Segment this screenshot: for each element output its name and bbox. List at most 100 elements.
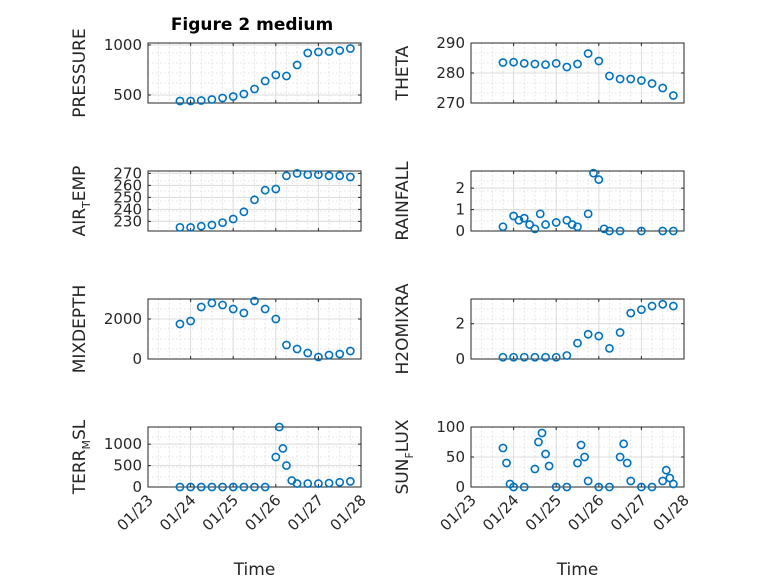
data-point [345,172,355,182]
y-tick-label: 500 [113,457,142,475]
data-point [313,352,323,362]
subplot-h2omixra: 0 2 H2OMIXRA [393,283,685,375]
data-point [562,482,572,492]
data-point [573,59,582,69]
x-tick-label: 01/26 [241,491,284,534]
data-point [615,452,625,462]
data-point [186,96,195,106]
y-axis-label: MIXDEPTH [70,285,90,374]
x-tick-label: 01/28 [650,491,693,534]
data-point [551,482,561,492]
y-tick-label: 2 [455,315,465,333]
x-tick-label: 01/25 [522,491,565,534]
data-point [228,214,238,224]
data-point [207,482,217,492]
data-point [271,314,281,324]
data-point [562,62,572,72]
y-tick-label: 0 [132,350,142,368]
data-point [509,352,518,362]
data-point [509,211,518,221]
data-point [282,340,291,350]
x-tick-label: 01/24 [479,491,522,534]
data-point [637,305,646,314]
y-tick-label: 100 [436,418,465,436]
data-point [313,47,323,57]
data-point [239,308,249,318]
data-point [303,48,313,58]
y-axis-label: SUNFLUX [393,419,416,494]
data-point [228,482,238,492]
data-point [186,316,195,326]
y-tick-label: 2 [455,179,465,197]
data-point [583,329,593,339]
data-point [530,464,540,474]
data-point [530,59,540,69]
data-point [345,346,355,356]
data-point [637,76,646,85]
data-point [519,482,529,492]
data-point [519,213,529,223]
data-point [324,478,334,488]
subplot-mixdepth: 0 2000 MIXDEPTH [70,285,362,374]
y-tick-label: 1000 [104,36,142,54]
axis-frame [147,426,362,488]
subplot-theta: 270 280 290 THETA [393,34,685,112]
data-point [647,301,657,311]
data-point [658,83,668,93]
data-point [583,476,593,486]
data-point [562,351,572,360]
x-tick-label: 01/28 [327,491,370,534]
data-point [668,226,678,236]
data-point [292,60,302,70]
data-point [589,168,598,178]
data-point [175,222,185,232]
data-point [260,482,270,492]
y-tick-label: 230 [113,212,142,230]
data-point [594,56,604,66]
data-point [647,79,657,88]
data-point [175,482,185,492]
data-point [534,437,543,447]
data-point [594,331,604,341]
data-point [509,57,518,67]
data-point [250,296,259,306]
axis-frame [147,42,362,104]
axis-frame [147,170,362,232]
data-point [274,422,284,432]
data-point [282,171,291,181]
data-point [573,458,582,468]
data-point [207,298,217,308]
data-point [668,301,678,311]
data-point [619,439,629,449]
data-point [622,458,632,468]
data-point [535,209,545,219]
data-point [583,49,593,58]
data-point [324,47,334,56]
data-point [186,222,195,232]
y-axis-label: PRESSURE [70,28,90,117]
data-point [335,171,345,181]
data-point [324,171,334,181]
data-point [615,328,625,337]
data-point [282,461,291,470]
data-point [658,226,668,236]
data-point [250,482,259,492]
data-point [218,93,227,103]
data-point [637,226,646,236]
data-point [313,479,323,488]
data-point [573,338,582,348]
y-axis-label: RAINFALL [393,161,413,241]
data-point [196,302,206,312]
y-tick-label: 290 [436,34,465,52]
subplot-terr: 01/23 01/24 01/25 01/26 01/27 01/28 0 500 1000 TE… [70,419,370,580]
x-tick-label: 01/23 [437,491,480,534]
x-tick-label: 01/23 [114,491,157,534]
data-point [282,71,291,81]
y-tick-label: 500 [113,86,142,104]
data-point [530,224,540,234]
y-tick-label: 240 [113,200,142,218]
data-point [250,84,259,94]
data-point [605,226,614,236]
